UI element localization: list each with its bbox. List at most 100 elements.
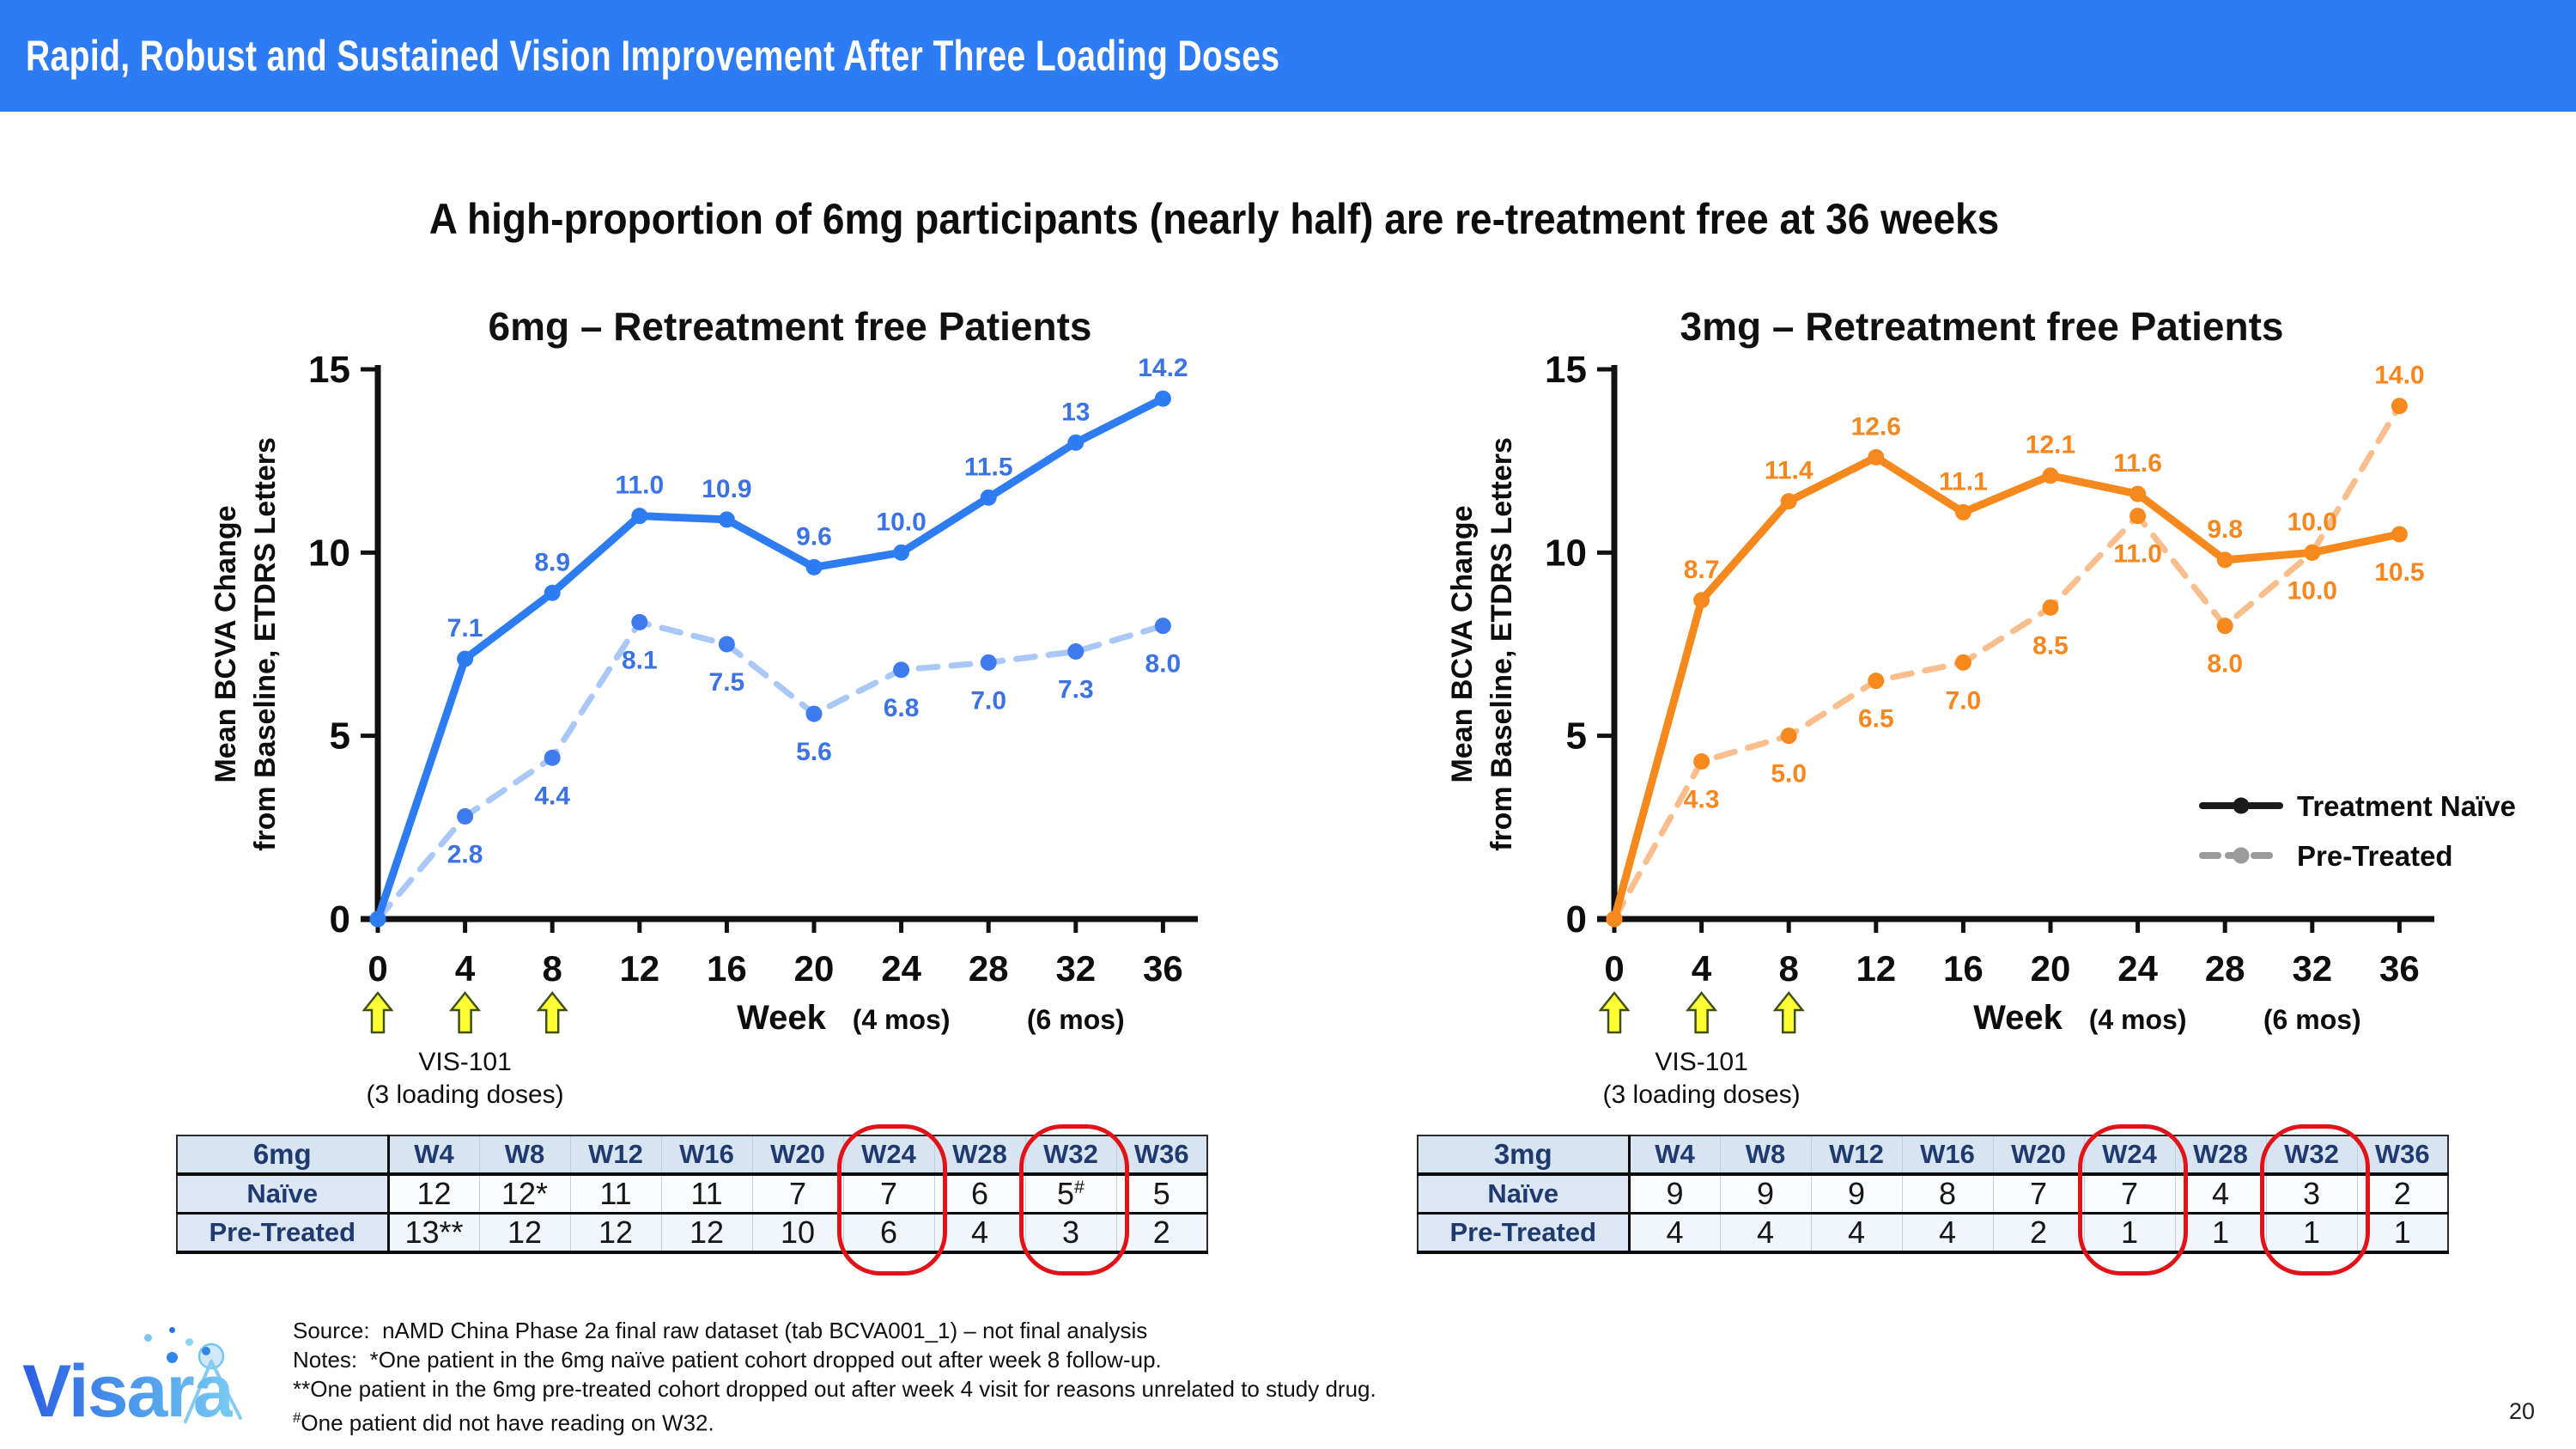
table-cell: 4 bbox=[1811, 1213, 1903, 1254]
subtitle: A high-proportion of 6mg participants (n… bbox=[428, 195, 2000, 243]
table-cell: 12 bbox=[388, 1174, 480, 1215]
x-tick-label: 36 bbox=[2379, 948, 2420, 989]
data-label: 10.0 bbox=[2287, 508, 2337, 536]
data-point bbox=[1154, 618, 1171, 635]
table-cell: 12 bbox=[479, 1213, 571, 1254]
data-label: 11.1 bbox=[1939, 467, 1988, 496]
column-header-w24: W24 bbox=[843, 1135, 935, 1176]
column-header-w4: W4 bbox=[1629, 1135, 1721, 1176]
row-label: Pre-Treated bbox=[1418, 1213, 1631, 1254]
page-number: 20 bbox=[2509, 1398, 2536, 1424]
y-tick-label: 0 bbox=[330, 898, 350, 941]
data-point bbox=[805, 705, 823, 722]
source-note: Source: nAMD China Phase 2a final raw da… bbox=[293, 1318, 1148, 1343]
data-point bbox=[2129, 508, 2147, 525]
month-annotation: (6 mos) bbox=[2263, 1004, 2361, 1035]
x-tick-label: 36 bbox=[1143, 948, 1183, 989]
data-label: 9.8 bbox=[2207, 515, 2243, 544]
y-tick-label: 5 bbox=[330, 715, 350, 758]
column-header-w36: W36 bbox=[2357, 1135, 2449, 1176]
y-axis-label: Mean BCVA Change from Baseline, ETDRS Let… bbox=[1446, 437, 1518, 851]
table-cell: 11 bbox=[570, 1174, 662, 1215]
logo-bubble-icon bbox=[167, 1352, 178, 1363]
data-point bbox=[980, 654, 997, 671]
data-label: 11.4 bbox=[1765, 457, 1814, 485]
data-point bbox=[1780, 728, 1797, 745]
table-cell: 9 bbox=[1720, 1174, 1812, 1215]
row-label: Pre-Treated bbox=[177, 1213, 390, 1254]
table-cell: 6 bbox=[843, 1213, 935, 1254]
injection-arrow-icon bbox=[1598, 990, 1631, 1034]
series-line-solid bbox=[374, 394, 1167, 923]
x-tick-label: 0 bbox=[1604, 948, 1624, 989]
data-point bbox=[457, 650, 474, 667]
table-cell: 9 bbox=[1811, 1174, 1903, 1215]
data-label: 14.0 bbox=[2374, 362, 2424, 390]
x-tick-label: 4 bbox=[1692, 948, 1712, 989]
y-tick-label: 10 bbox=[308, 532, 350, 574]
table-row: Naïve 12 12* 11 11 7 7 6 5# 5 bbox=[177, 1174, 1208, 1215]
column-header-w12: W12 bbox=[570, 1135, 662, 1176]
data-label: 8.1 bbox=[622, 646, 658, 674]
row-label: Naïve bbox=[177, 1174, 390, 1215]
x-tick-label: 28 bbox=[969, 948, 1009, 989]
data-label: 10.9 bbox=[702, 475, 751, 503]
injection-sublabel: (3 loading doses) bbox=[367, 1081, 564, 1109]
data-point bbox=[1067, 434, 1084, 451]
data-point bbox=[2304, 544, 2321, 561]
table-cell: 4 bbox=[2175, 1174, 2267, 1215]
data-point bbox=[544, 584, 561, 601]
data-label: 7.5 bbox=[709, 668, 745, 697]
data-label: 11.0 bbox=[615, 472, 664, 500]
data-point bbox=[544, 749, 561, 766]
column-header-w28: W28 bbox=[2175, 1135, 2267, 1176]
table-cell: 4 bbox=[934, 1213, 1026, 1254]
table-cell: 9 bbox=[1629, 1174, 1721, 1215]
data-point bbox=[980, 489, 997, 506]
x-tick-label: 32 bbox=[1055, 948, 1096, 989]
logo-bubble-icon bbox=[185, 1338, 193, 1346]
table-cell: 5 bbox=[1116, 1174, 1208, 1215]
column-header-w28: W28 bbox=[934, 1135, 1026, 1176]
column-header-w32: W32 bbox=[1025, 1135, 1117, 1176]
data-label: 14.2 bbox=[1138, 354, 1188, 382]
data-label: 12.6 bbox=[1851, 412, 1901, 441]
x-tick-label: 12 bbox=[619, 948, 659, 989]
table-cell: 8 bbox=[1902, 1174, 1994, 1215]
data-point bbox=[1693, 753, 1710, 770]
legend-swatch-marker bbox=[2233, 797, 2250, 814]
data-label: 11.6 bbox=[2113, 449, 2162, 478]
table-cell: 4 bbox=[1902, 1213, 1994, 1254]
column-header-w36: W36 bbox=[1116, 1135, 1208, 1176]
data-point bbox=[718, 511, 735, 528]
footnotes: Source: nAMD China Phase 2a final raw da… bbox=[293, 1316, 1376, 1438]
legend-item-label: Treatment Naïve bbox=[2297, 790, 2516, 822]
month-annotation: (4 mos) bbox=[2089, 1004, 2187, 1035]
table-dose-header: 3mg bbox=[1418, 1135, 1631, 1176]
logo-bubble-icon bbox=[144, 1334, 152, 1342]
header-bar: Rapid, Robust and Sustained Vision Impro… bbox=[0, 0, 2576, 112]
table-cell: 2 bbox=[1116, 1213, 1208, 1254]
data-label: 7.0 bbox=[1946, 686, 1982, 715]
y-tick-label: 15 bbox=[308, 349, 350, 391]
data-label: 10.0 bbox=[2287, 576, 2337, 605]
injection-arrow-icon bbox=[1685, 990, 1718, 1034]
table-cell: 7 bbox=[843, 1174, 935, 1215]
row-label: Naïve bbox=[1418, 1174, 1631, 1215]
column-header-w20: W20 bbox=[752, 1135, 844, 1176]
data-label: 10.5 bbox=[2374, 558, 2424, 587]
data-point bbox=[718, 636, 735, 653]
data-point bbox=[2216, 618, 2233, 635]
data-point bbox=[893, 544, 910, 561]
y-tick-label: 5 bbox=[1566, 715, 1587, 758]
patient-count-table-3mg: 3mg W4 W8 W12 W16 W20 W24 W28 W32 W36 Naïve 9 9 9 8 7 7 4… bbox=[1417, 1135, 2449, 1254]
data-label: 4.3 bbox=[1684, 786, 1720, 814]
data-label: 8.0 bbox=[2207, 650, 2243, 679]
logo-bubble-icon bbox=[169, 1327, 175, 1333]
injection-label: VIS-101 bbox=[1655, 1048, 1747, 1076]
data-label: 11.5 bbox=[964, 453, 1013, 481]
series-line-dashed bbox=[1611, 403, 2403, 922]
data-label: 4.4 bbox=[534, 782, 570, 810]
table-cell: 1 bbox=[2084, 1213, 2176, 1254]
month-annotation: (6 mos) bbox=[1027, 1004, 1125, 1035]
